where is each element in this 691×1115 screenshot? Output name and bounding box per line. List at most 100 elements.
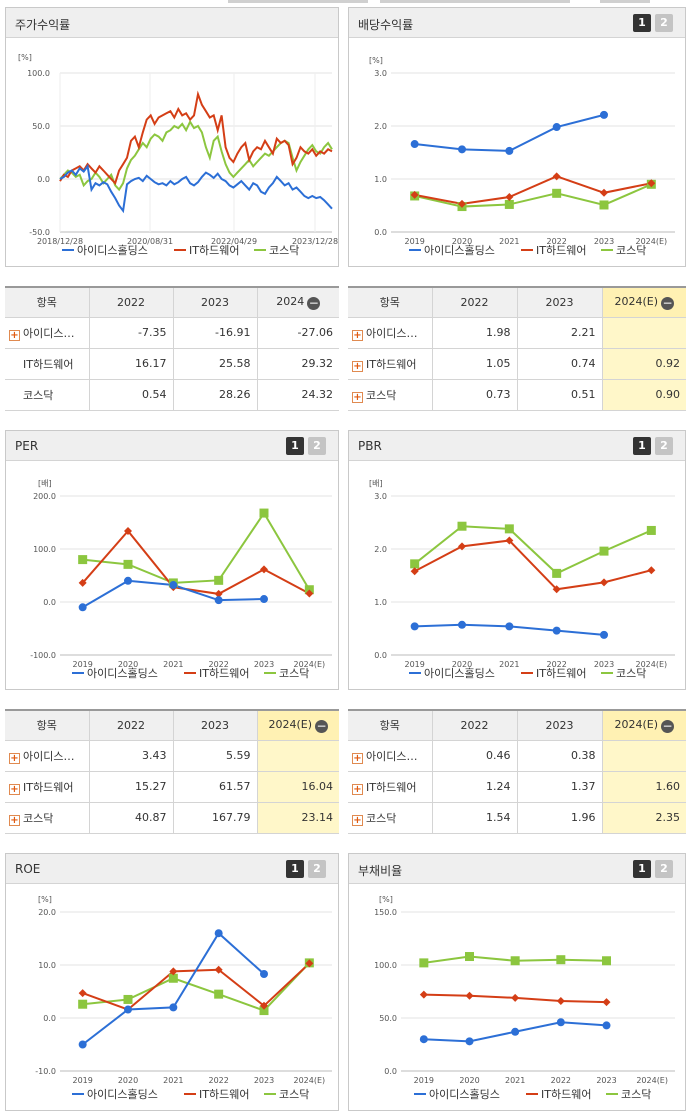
value-cell: 25.58 xyxy=(172,348,257,380)
value-cell: 1.37 xyxy=(516,771,602,803)
value-cell: 1.98 xyxy=(431,317,517,349)
point-idis xyxy=(458,620,466,629)
y-tick-label: 0.0 xyxy=(43,1014,56,1023)
expand-icon[interactable]: + xyxy=(352,752,363,764)
chart-option-2-button[interactable]: 2 xyxy=(655,437,673,455)
value-cell: -7.35 xyxy=(88,317,173,349)
point-idis xyxy=(260,595,268,604)
expand-icon[interactable]: + xyxy=(9,814,20,826)
series-line-it xyxy=(414,539,652,591)
point-idis xyxy=(78,603,87,612)
row-name-cell: + 아이디스… xyxy=(5,317,89,349)
chart-option-1-button[interactable]: 1 xyxy=(286,860,304,878)
chart-option-2-button[interactable]: 2 xyxy=(655,14,673,32)
expand-icon[interactable]: + xyxy=(9,752,20,764)
x-tick-label: 2022/04/29 xyxy=(211,237,257,246)
point-kosdaq xyxy=(552,188,562,198)
point-it xyxy=(458,542,466,551)
collapse-icon[interactable]: − xyxy=(315,718,329,733)
point-kosdaq xyxy=(457,521,467,531)
point-it xyxy=(260,565,268,574)
y-tick-label: 0.0 xyxy=(37,175,50,184)
expand-icon[interactable]: + xyxy=(352,814,363,826)
row-name-cell: + 코스닥 xyxy=(5,802,89,834)
point-kosdaq xyxy=(556,955,566,965)
value-cell xyxy=(601,740,686,772)
point-it xyxy=(556,997,565,1006)
point-kosdaq xyxy=(465,952,474,962)
chart-option-1-button[interactable]: 1 xyxy=(286,437,304,455)
table-header-cell: 2022 xyxy=(88,710,173,741)
row-name-cell: + 코스닥 xyxy=(348,802,432,834)
x-tick-label: 2022 xyxy=(208,1076,228,1085)
series-line-it xyxy=(81,529,310,595)
header-label: 2023 xyxy=(201,718,229,732)
y-tick-label: 10.0 xyxy=(38,961,56,970)
chart-per: [배] -100.0 0.0 100.0 200.0 2019 2020 2021 2022 20… xyxy=(30,479,332,680)
collapse-icon[interactable]: − xyxy=(661,295,675,310)
y-tick-label: -100.0 xyxy=(30,651,56,660)
series-line-idis xyxy=(414,113,605,152)
table-row: + 코스닥 1.54 1.96 2.35 xyxy=(348,802,686,834)
point-idis xyxy=(124,576,132,585)
point-idis xyxy=(260,970,268,979)
row-name: 아이디스… xyxy=(23,749,75,763)
chart-option-2-button[interactable]: 2 xyxy=(308,437,326,455)
chart-option-1-button[interactable]: 1 xyxy=(633,437,651,455)
point-it xyxy=(600,578,608,587)
point-idis xyxy=(552,123,561,132)
point-it xyxy=(78,578,87,587)
top-fragment-right xyxy=(600,0,650,3)
point-it xyxy=(260,1001,268,1010)
row-name: IT하드웨어 xyxy=(366,780,417,794)
point-idis xyxy=(465,1037,474,1046)
table-row: + 코스닥 0.73 0.51 0.90 xyxy=(348,379,686,411)
expand-icon[interactable]: + xyxy=(352,360,363,372)
row-name-cell: + 아이디스… xyxy=(348,740,432,772)
expand-icon[interactable]: + xyxy=(9,783,20,795)
point-kosdaq xyxy=(259,508,269,518)
row-name-cell: + 코스닥 xyxy=(348,379,432,411)
point-kosdaq xyxy=(214,989,224,999)
expand-icon[interactable]: + xyxy=(352,391,363,403)
y-tick-label: 0.0 xyxy=(43,598,56,607)
header-label: 항목 xyxy=(379,719,400,733)
expand-icon[interactable]: + xyxy=(9,329,20,341)
table-pbr: 항목 2022 2023 2024(E) − + 아이디스… 0.46 0.38 + IT하드웨어 1… xyxy=(348,709,686,834)
x-tick-label: 2019 xyxy=(72,1076,92,1085)
point-it xyxy=(600,188,608,197)
point-idis xyxy=(458,145,466,154)
unit-label: [%] xyxy=(38,895,52,904)
value-cell: 0.92 xyxy=(601,348,686,380)
point-it xyxy=(419,990,428,999)
table-header-cell: 항목 xyxy=(5,287,89,318)
table-header-cell: 2024(E) − xyxy=(601,287,686,318)
series-line-idis xyxy=(82,931,265,1046)
series-line-kosdaq xyxy=(82,962,311,1012)
chart-option-2-button[interactable]: 2 xyxy=(655,860,673,878)
chart-option-2-button[interactable]: 2 xyxy=(308,860,326,878)
value-cell: 61.57 xyxy=(172,771,257,803)
point-idis xyxy=(419,1035,428,1044)
row-name: 아이디스… xyxy=(366,326,418,340)
value-cell: 0.73 xyxy=(431,379,517,411)
point-kosdaq xyxy=(599,546,609,556)
table-header-row: 항목 2022 2023 2024(E) − xyxy=(348,710,686,741)
collapse-icon[interactable]: − xyxy=(307,295,321,310)
point-idis xyxy=(214,929,223,938)
x-tick-label: 2023 xyxy=(254,660,274,669)
x-tick-label: 2019 xyxy=(414,1076,434,1085)
unit-label: [배] xyxy=(369,479,383,488)
header-label: 항목 xyxy=(36,719,57,733)
point-idis xyxy=(505,622,514,631)
expand-icon[interactable]: + xyxy=(352,329,363,341)
value-cell: 0.54 xyxy=(88,379,173,411)
value-cell: 16.17 xyxy=(88,348,173,380)
header-label: 2024 xyxy=(276,294,305,308)
header-label: 2022 xyxy=(117,295,145,309)
chart-option-1-button[interactable]: 1 xyxy=(633,860,651,878)
table-row: + IT하드웨어 1.24 1.37 1.60 xyxy=(348,771,686,803)
expand-icon[interactable]: + xyxy=(352,783,363,795)
collapse-icon[interactable]: − xyxy=(661,718,675,733)
chart-option-1-button[interactable]: 1 xyxy=(633,14,651,32)
